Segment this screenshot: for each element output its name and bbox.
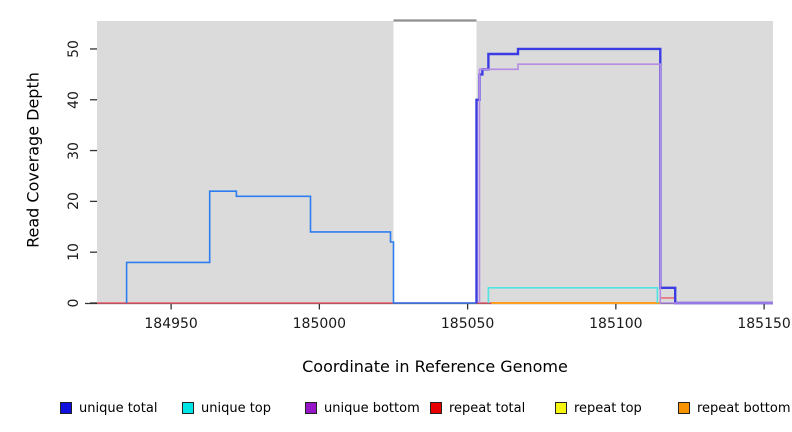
y-axis-title: Read Coverage Depth <box>23 72 43 248</box>
highlight-band <box>393 17 477 303</box>
y-tick-label: 30 <box>66 141 82 160</box>
legend-label: repeat total <box>449 400 526 416</box>
y-tick-label: 0 <box>66 298 82 308</box>
legend-swatch-icon <box>555 402 567 414</box>
legend-label: unique bottom <box>324 400 420 416</box>
legend-label: unique top <box>201 400 272 416</box>
legend-label: repeat top <box>574 400 642 416</box>
y-tick-label: 10 <box>66 243 82 262</box>
legend-item-unique-bottom: unique bottom <box>305 400 420 416</box>
x-tick-label: 185150 <box>737 316 791 332</box>
legend-item-repeat-total: repeat total <box>430 400 526 416</box>
series-line-unique-bottom <box>478 63 773 304</box>
series-line-unique-total <box>125 190 477 304</box>
legend-item-repeat-bottom: repeat bottom <box>678 400 791 416</box>
legend-label: repeat bottom <box>697 400 791 416</box>
x-axis-title: Coordinate in Reference Genome <box>302 357 568 376</box>
legend-swatch-icon <box>305 402 317 414</box>
legend-swatch-icon <box>60 402 72 414</box>
series-line-unique-top <box>487 286 659 303</box>
x-tick-label: 185000 <box>292 316 347 332</box>
legend-swatch-icon <box>430 402 442 414</box>
x-tick-label: 184950 <box>144 316 198 332</box>
legend-swatch-icon <box>182 402 194 414</box>
y-tick-label: 20 <box>66 192 82 211</box>
legend-item-unique-total: unique total <box>60 400 158 416</box>
legend-item-repeat-top: repeat top <box>555 400 642 416</box>
y-tick-label: 50 <box>66 40 82 58</box>
legend-swatch-icon <box>678 402 690 414</box>
legend-item-unique-top: unique top <box>182 400 272 416</box>
legend-label: unique total <box>79 400 158 416</box>
x-tick-label: 185050 <box>440 316 495 332</box>
y-tick-label: 40 <box>66 90 82 109</box>
x-tick-label: 185100 <box>589 316 643 332</box>
